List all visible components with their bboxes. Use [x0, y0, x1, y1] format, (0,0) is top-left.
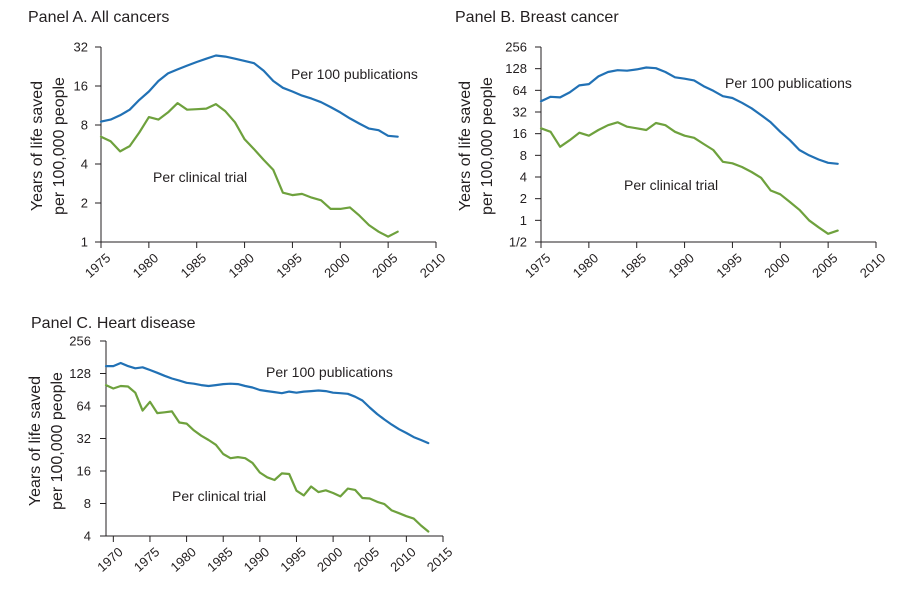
- series-line-per-clinical-trial: [99, 102, 399, 238]
- y-tick-label: 32: [513, 105, 527, 120]
- panel-b: Panel B. Breast cancer Years of life save…: [455, 9, 888, 281]
- x-tick-label: 2015: [424, 544, 456, 574]
- x-tick-label: 2000: [321, 250, 353, 280]
- panel-c: Panel C. Heart disease Years of life save…: [27, 315, 455, 575]
- series-label: Per clinical trial: [153, 169, 247, 185]
- series-line-per-clinical-trial: [104, 384, 430, 533]
- x-tick-label: 1990: [665, 250, 697, 280]
- y-tick-label: 1: [81, 235, 88, 250]
- x-tick-label: 2005: [369, 250, 401, 280]
- y-axis-label: Years of life saved: [27, 376, 44, 506]
- y-tick-label: 128: [69, 366, 91, 381]
- y-tick-label: 2: [520, 191, 527, 206]
- y-tick-label: 32: [74, 40, 88, 55]
- x-tick-label: 1985: [618, 250, 650, 280]
- x-tick-label: 2010: [417, 250, 449, 280]
- y-tick-label: 32: [77, 431, 91, 446]
- y-tick-label: 8: [520, 148, 527, 163]
- panel-title: Panel A. All cancers: [28, 9, 169, 26]
- x-tick-label: 2010: [857, 250, 889, 280]
- y-axis-label: Years of life saved: [457, 81, 474, 211]
- y-axis-label: Years of life saved: [29, 81, 46, 211]
- y-tick-label: 1/2: [509, 235, 527, 250]
- x-tick-label: 1995: [713, 250, 745, 280]
- y-tick-label: 16: [513, 126, 527, 141]
- series-label: Per 100 publications: [291, 66, 418, 82]
- x-tick-label: 1990: [225, 250, 257, 280]
- series-label: Per 100 publications: [266, 364, 393, 380]
- x-tick-label: 1990: [241, 544, 273, 574]
- y-tick-label: 64: [77, 399, 91, 414]
- series-line-per-clinical-trial: [539, 121, 839, 235]
- y-tick-label: 64: [513, 83, 527, 98]
- x-tick-label: 2010: [387, 544, 419, 574]
- series-line-per-100-publications: [99, 54, 399, 138]
- x-tick-label: 2005: [351, 544, 383, 574]
- x-tick-label: 2000: [761, 250, 793, 280]
- y-tick-label: 128: [505, 61, 527, 76]
- y-axis-label-line-2: per 100,000 people: [51, 77, 68, 215]
- y-tick-label: 16: [77, 464, 91, 479]
- x-tick-label: 1985: [204, 544, 236, 574]
- x-tick-label: 1995: [277, 544, 309, 574]
- x-tick-label: 1995: [273, 250, 305, 280]
- series-label: Per clinical trial: [172, 488, 266, 504]
- x-tick-label: 1975: [522, 250, 554, 280]
- x-tick-label: 1980: [130, 250, 162, 280]
- x-tick-label: 1985: [178, 250, 210, 280]
- x-tick-label: 1980: [167, 544, 199, 574]
- y-tick-label: 8: [81, 118, 88, 133]
- x-tick-label: 1970: [94, 544, 126, 574]
- y-axis-label-line-2: per 100,000 people: [49, 372, 66, 510]
- series-line-per-100-publications: [104, 361, 430, 445]
- panel-a: Panel A. All cancers Years of life saved p…: [28, 9, 448, 281]
- y-tick-label: 4: [84, 529, 91, 544]
- series-label: Per 100 publications: [725, 75, 852, 91]
- x-tick-label: 2005: [809, 250, 841, 280]
- series-label: Per clinical trial: [624, 177, 718, 193]
- x-tick-label: 1980: [570, 250, 602, 280]
- y-tick-label: 256: [69, 334, 91, 349]
- y-tick-label: 256: [505, 40, 527, 55]
- panel-title: Panel B. Breast cancer: [455, 9, 619, 26]
- x-tick-label: 2000: [314, 544, 346, 574]
- y-tick-label: 1: [520, 213, 527, 228]
- x-tick-label: 1975: [131, 544, 163, 574]
- series-line-per-100-publications: [539, 66, 839, 165]
- y-tick-label: 8: [84, 496, 91, 511]
- y-tick-label: 16: [74, 79, 88, 94]
- panel-title: Panel C. Heart disease: [31, 315, 196, 332]
- x-tick-label: 1975: [82, 250, 114, 280]
- y-tick-label: 2: [81, 196, 88, 211]
- y-tick-label: 4: [520, 170, 527, 185]
- y-axis-label-line-2: per 100,000 people: [479, 77, 496, 215]
- y-tick-label: 4: [81, 157, 88, 172]
